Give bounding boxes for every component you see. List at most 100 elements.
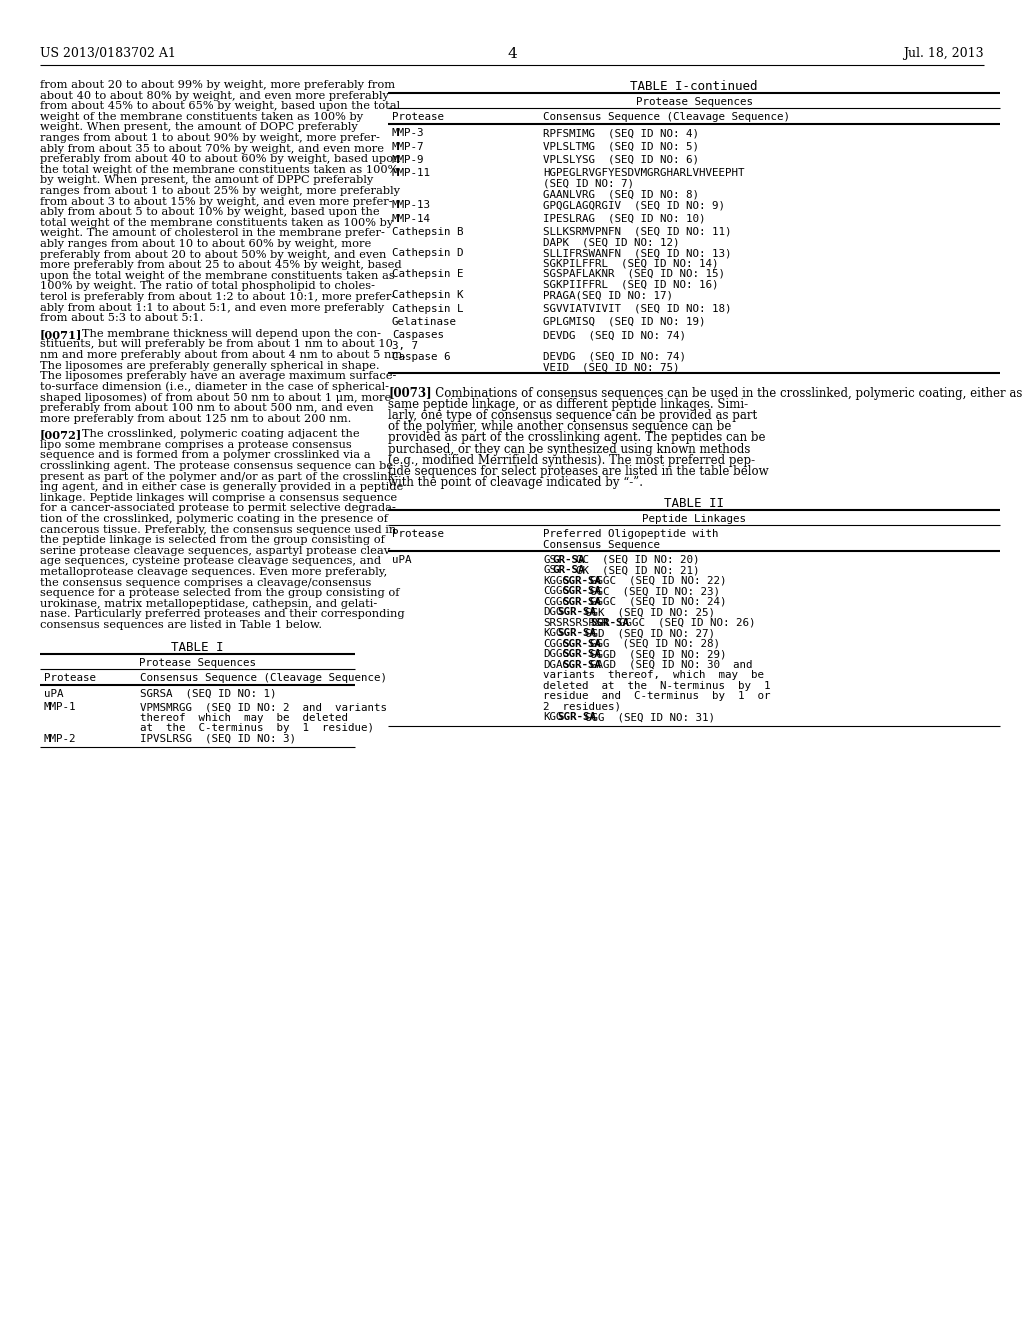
Text: more preferably from about 125 nm to about 200 nm.: more preferably from about 125 nm to abo… — [40, 413, 351, 424]
Text: [0071]: [0071] — [40, 329, 82, 339]
Text: TABLE I: TABLE I — [171, 640, 224, 653]
Text: TABLE II: TABLE II — [664, 498, 724, 511]
Text: ably from about 35 to about 70% by weight, and even more: ably from about 35 to about 70% by weigh… — [40, 144, 384, 153]
Text: by weight. When present, the amount of DPPC preferably: by weight. When present, the amount of D… — [40, 176, 374, 185]
Text: preferably from about 20 to about 50% by weight, and even: preferably from about 20 to about 50% by… — [40, 249, 386, 260]
Text: SRSRSRSRSR: SRSRSRSRSR — [543, 618, 608, 628]
Text: Jul. 18, 2013: Jul. 18, 2013 — [903, 48, 984, 59]
Text: from about 45% to about 65% by weight, based upon the total: from about 45% to about 65% by weight, b… — [40, 102, 400, 111]
Text: Consensus Sequence (Cleavage Sequence): Consensus Sequence (Cleavage Sequence) — [543, 112, 790, 121]
Text: SGRSA  (SEQ ID NO: 1): SGRSA (SEQ ID NO: 1) — [140, 689, 276, 698]
Text: Protease: Protease — [392, 112, 444, 121]
Text: deleted  at  the  N-terminus  by  1: deleted at the N-terminus by 1 — [543, 681, 770, 690]
Text: SGR-SA: SGR-SA — [557, 713, 596, 722]
Text: upon the total weight of the membrane constituents taken as: upon the total weight of the membrane co… — [40, 271, 394, 281]
Text: DEVDG  (SEQ ID NO: 74): DEVDG (SEQ ID NO: 74) — [543, 351, 686, 362]
Text: about 40 to about 80% by weight, and even more preferably: about 40 to about 80% by weight, and eve… — [40, 91, 389, 100]
Text: GR-SA: GR-SA — [552, 565, 585, 576]
Text: Cathepsin B: Cathepsin B — [392, 227, 464, 238]
Text: DGAG: DGAG — [543, 660, 569, 669]
Text: urokinase, matrix metallopeptidase, cathepsin, and gelati-: urokinase, matrix metallopeptidase, cath… — [40, 599, 377, 609]
Text: The liposomes preferably have an average maximum surface-: The liposomes preferably have an average… — [40, 371, 396, 381]
Text: MMP-11: MMP-11 — [392, 169, 431, 178]
Text: Protease: Protease — [392, 529, 444, 540]
Text: PRAGA(SEQ ID NO: 17): PRAGA(SEQ ID NO: 17) — [543, 290, 673, 300]
Text: SGR-SA: SGR-SA — [562, 660, 601, 669]
Text: SLLIFRSWANFN  (SEQ ID NO: 13): SLLIFRSWANFN (SEQ ID NO: 13) — [543, 248, 731, 257]
Text: weight. When present, the amount of DOPC preferably: weight. When present, the amount of DOPC… — [40, 123, 357, 132]
Text: to-surface dimension (i.e., diameter in the case of spherical-: to-surface dimension (i.e., diameter in … — [40, 381, 389, 392]
Text: Protease Sequences: Protease Sequences — [139, 657, 256, 668]
Text: stituents, but will preferably be from about 1 nm to about 10: stituents, but will preferably be from a… — [40, 339, 393, 350]
Text: MMP-9: MMP-9 — [392, 154, 425, 165]
Text: shaped liposomes) of from about 50 nm to about 1 μm, more: shaped liposomes) of from about 50 nm to… — [40, 392, 391, 403]
Text: 2  residues): 2 residues) — [543, 702, 621, 711]
Text: ing agent, and in either case is generally provided in a peptide: ing agent, and in either case is general… — [40, 482, 403, 492]
Text: MMP-7: MMP-7 — [392, 141, 425, 152]
Text: 4: 4 — [507, 48, 517, 61]
Text: Caspase 6: Caspase 6 — [392, 351, 451, 362]
Text: The membrane thickness will depend upon the con-: The membrane thickness will depend upon … — [71, 329, 381, 339]
Text: IPVSLRSG  (SEQ ID NO: 3): IPVSLRSG (SEQ ID NO: 3) — [140, 734, 296, 743]
Text: preferably from about 100 nm to about 500 nm, and even: preferably from about 100 nm to about 50… — [40, 403, 374, 413]
Text: Gelatinase: Gelatinase — [392, 317, 457, 327]
Text: IPESLRAG  (SEQ ID NO: 10): IPESLRAG (SEQ ID NO: 10) — [543, 214, 706, 223]
Text: Preferred Oligopeptide with: Preferred Oligopeptide with — [543, 529, 719, 540]
Text: GK  (SEQ ID NO: 21): GK (SEQ ID NO: 21) — [577, 565, 699, 576]
Text: SGR-SA: SGR-SA — [562, 639, 601, 649]
Text: at  the  C-terminus  by  1  residue): at the C-terminus by 1 residue) — [140, 723, 374, 733]
Text: Cathepsin L: Cathepsin L — [392, 304, 464, 314]
Text: same peptide linkage, or as different peptide linkages. Simi-: same peptide linkage, or as different pe… — [388, 397, 749, 411]
Text: thereof  which  may  be  deleted: thereof which may be deleted — [140, 713, 348, 722]
Text: for a cancer-associated protease to permit selective degrada-: for a cancer-associated protease to perm… — [40, 503, 396, 513]
Text: GR-SA: GR-SA — [552, 554, 585, 565]
Text: Protease: Protease — [44, 673, 96, 682]
Text: SGR-SA: SGR-SA — [557, 628, 596, 639]
Text: sequence and is formed from a polymer crosslinked via a: sequence and is formed from a polymer cr… — [40, 450, 371, 461]
Text: GGC  (SEQ ID NO: 23): GGC (SEQ ID NO: 23) — [590, 586, 720, 597]
Text: purchased, or they can be synthesized using known methods: purchased, or they can be synthesized us… — [388, 442, 751, 455]
Text: SGR-SA: SGR-SA — [562, 586, 601, 597]
Text: The crosslinked, polymeric coating adjacent the: The crosslinked, polymeric coating adjac… — [71, 429, 359, 440]
Text: [0073]: [0073] — [388, 387, 432, 400]
Text: ranges from about 1 to about 25% by weight, more preferably: ranges from about 1 to about 25% by weig… — [40, 186, 400, 195]
Text: nase. Particularly preferred proteases and their corresponding: nase. Particularly preferred proteases a… — [40, 610, 404, 619]
Text: GS: GS — [543, 554, 556, 565]
Text: MMP-1: MMP-1 — [44, 702, 77, 711]
Text: serine protease cleavage sequences, aspartyl protease cleav-: serine protease cleavage sequences, aspa… — [40, 545, 394, 556]
Text: ranges from about 1 to about 90% by weight, more prefer-: ranges from about 1 to about 90% by weig… — [40, 133, 380, 143]
Text: VPLSLTMG  (SEQ ID NO: 5): VPLSLTMG (SEQ ID NO: 5) — [543, 141, 699, 152]
Text: SGKPIIFFRL  (SEQ ID NO: 16): SGKPIIFFRL (SEQ ID NO: 16) — [543, 280, 719, 289]
Text: KGG: KGG — [543, 713, 562, 722]
Text: from about 5:3 to about 5:1.: from about 5:3 to about 5:1. — [40, 313, 204, 323]
Text: ably from about 5 to about 10% by weight, based upon the: ably from about 5 to about 10% by weight… — [40, 207, 380, 218]
Text: SGR-SA: SGR-SA — [557, 607, 596, 618]
Text: lipo some membrane comprises a protease consensus: lipo some membrane comprises a protease … — [40, 440, 352, 450]
Text: MMP-14: MMP-14 — [392, 214, 431, 223]
Text: present as part of the polymer and/or as part of the crosslink-: present as part of the polymer and/or as… — [40, 471, 398, 482]
Text: KGGG: KGGG — [543, 576, 569, 586]
Text: SGR-SA: SGR-SA — [562, 576, 601, 586]
Text: VPMSMRGG  (SEQ ID NO: 2  and  variants: VPMSMRGG (SEQ ID NO: 2 and variants — [140, 702, 387, 711]
Text: (SEQ ID NO: 7): (SEQ ID NO: 7) — [543, 180, 634, 189]
Text: with the point of cleavage indicated by “-”.: with the point of cleavage indicated by … — [388, 477, 643, 490]
Text: Caspases: Caspases — [392, 330, 444, 341]
Text: uPA: uPA — [392, 554, 412, 565]
Text: DGG: DGG — [543, 607, 562, 618]
Text: SGR-SA: SGR-SA — [590, 618, 629, 628]
Text: variants  thereof,  which  may  be: variants thereof, which may be — [543, 671, 764, 680]
Text: GC  (SEQ ID NO: 20): GC (SEQ ID NO: 20) — [577, 554, 699, 565]
Text: age sequences, cysteine protease cleavage sequences, and: age sequences, cysteine protease cleavag… — [40, 557, 381, 566]
Text: consensus sequences are listed in Table 1 below.: consensus sequences are listed in Table … — [40, 620, 323, 630]
Text: SGSPAFLAKNR  (SEQ ID NO: 15): SGSPAFLAKNR (SEQ ID NO: 15) — [543, 269, 725, 279]
Text: from about 3 to about 15% by weight, and even more prefer-: from about 3 to about 15% by weight, and… — [40, 197, 392, 207]
Text: HGPEGLRVGFYESDVMGRGHARLVHVEEPHT: HGPEGLRVGFYESDVMGRGHARLVHVEEPHT — [543, 169, 744, 178]
Text: US 2013/0183702 A1: US 2013/0183702 A1 — [40, 48, 176, 59]
Text: MMP-13: MMP-13 — [392, 201, 431, 210]
Text: provided as part of the crosslinking agent. The peptides can be: provided as part of the crosslinking age… — [388, 432, 766, 445]
Text: nm and more preferably about from about 4 nm to about 5 nm.: nm and more preferably about from about … — [40, 350, 406, 360]
Text: SLLKSRMVPNFN  (SEQ ID NO: 11): SLLKSRMVPNFN (SEQ ID NO: 11) — [543, 227, 731, 238]
Text: GAANLVRG  (SEQ ID NO: 8): GAANLVRG (SEQ ID NO: 8) — [543, 190, 699, 199]
Text: crosslinking agent. The protease consensus sequence can be: crosslinking agent. The protease consens… — [40, 461, 393, 471]
Text: tion of the crosslinked, polymeric coating in the presence of: tion of the crosslinked, polymeric coati… — [40, 513, 388, 524]
